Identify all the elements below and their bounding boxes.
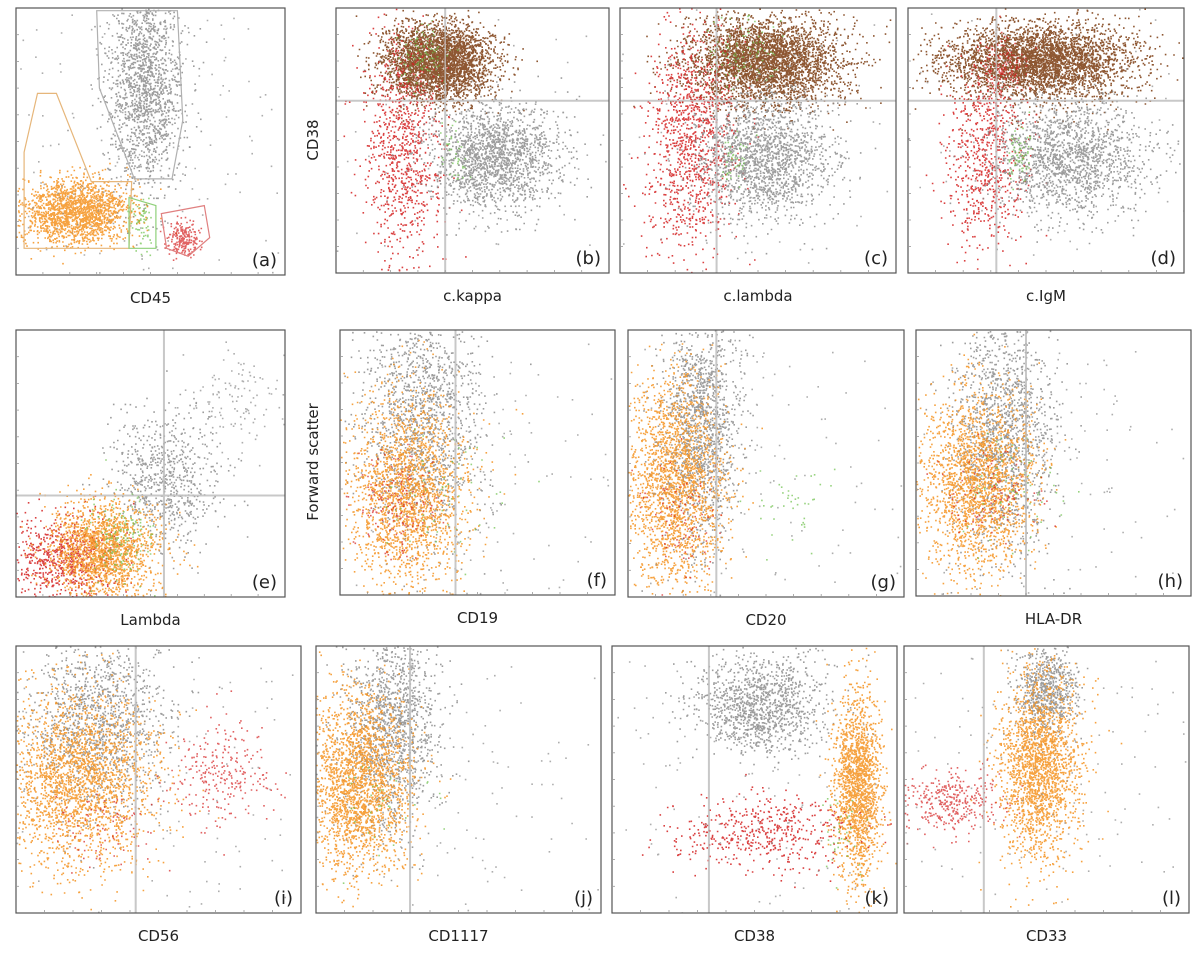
population-grey-0 <box>316 646 470 882</box>
gate-gate_red-3 <box>160 204 211 257</box>
population-grey-0 <box>1007 646 1089 760</box>
plot-area <box>16 646 294 913</box>
population-orange-1 <box>628 343 763 596</box>
plot-area <box>16 330 285 597</box>
population-grey-1 <box>82 370 249 592</box>
panel-letter: (k) <box>865 888 889 909</box>
x-axis-label: c.lambda <box>723 287 792 305</box>
population-grey-0 <box>344 331 532 593</box>
x-axis-label: CD56 <box>138 927 179 945</box>
x-axis-label: CD45 <box>130 289 171 307</box>
panel-e: (e) Lambda <box>15 329 286 629</box>
population-grey-2 <box>391 75 602 236</box>
plot-area <box>617 646 897 913</box>
panel-letter: (i) <box>274 888 293 909</box>
x-axis-label: CD1117 <box>428 927 488 945</box>
plot-area <box>628 330 903 597</box>
plot-area <box>336 8 609 273</box>
panel-d: (d) c.IgM <box>907 7 1185 305</box>
panel-k: (k) CD38 <box>611 645 898 945</box>
population-orange-1 <box>340 339 524 595</box>
plot-area <box>16 8 280 275</box>
panel-letter: (j) <box>574 888 593 909</box>
x-axis-label: CD19 <box>457 609 498 627</box>
panel-letter: (g) <box>871 572 896 593</box>
panel-c: (c) c.lambda <box>619 7 897 305</box>
panel-letter: (e) <box>252 572 277 593</box>
population-red-1 <box>343 8 467 272</box>
population-green-3 <box>389 20 459 95</box>
panel-a: (a) CD45 <box>15 7 286 307</box>
population-green-2 <box>127 197 152 257</box>
population-red-1 <box>925 15 1048 273</box>
x-axis-label: Lambda <box>120 611 180 629</box>
population-red-3 <box>971 31 1028 100</box>
population-orange-1 <box>16 652 220 911</box>
population-orange-1 <box>970 648 1123 908</box>
panel-i: (i) CD56 <box>15 645 302 945</box>
population-green-4 <box>1008 111 1033 191</box>
plot-area <box>916 330 1185 596</box>
panel-j: (j) CD1117 <box>315 645 602 945</box>
plot-area <box>908 8 1184 273</box>
population-brown-0 <box>355 9 538 126</box>
gate-gate_green-2 <box>128 196 157 249</box>
population-red-0 <box>16 495 136 597</box>
panel-letter: (d) <box>1151 248 1176 269</box>
population-orange-1 <box>316 651 452 908</box>
population-red-1 <box>623 8 760 273</box>
population-grey-2 <box>664 33 877 260</box>
population-orange-1 <box>16 162 178 265</box>
panel-background <box>316 646 601 913</box>
population-orange-1 <box>815 647 897 913</box>
population-grey-2 <box>949 68 1181 251</box>
panel-letter: (a) <box>252 250 277 271</box>
panel-letter: (f) <box>587 570 607 591</box>
plot-area <box>904 646 1187 913</box>
plot-area <box>620 8 896 273</box>
plot-area <box>340 330 613 595</box>
panel-h: (h) HLA-DR <box>915 329 1192 628</box>
plot-area <box>316 646 599 913</box>
population-red-2 <box>904 759 1023 849</box>
panel-background <box>340 330 615 595</box>
x-axis-label: c.kappa <box>443 287 502 305</box>
panel-letter: (c) <box>864 248 888 269</box>
panel-f: (f) CD19 <box>339 329 616 627</box>
gate-gate_orange-1 <box>23 92 133 249</box>
gate-gate_grey-0 <box>96 10 184 180</box>
panel-l: (l) CD33 <box>903 645 1190 945</box>
x-axis-label: c.IgM <box>1026 287 1066 305</box>
panel-letter: (b) <box>576 248 601 269</box>
population-grey-0 <box>665 646 875 769</box>
population-green-4 <box>722 130 758 188</box>
panel-background <box>916 330 1191 596</box>
x-axis-label: HLA-DR <box>1025 610 1082 628</box>
row2-y-axis-label: Forward scatter <box>304 402 322 520</box>
population-orange-2 <box>21 474 199 597</box>
population-brown-0 <box>633 8 892 131</box>
panel-letter: (h) <box>1158 571 1183 592</box>
x-axis-label: CD20 <box>745 611 786 629</box>
population-brown-0 <box>912 8 1184 131</box>
row1-y-axis-label: CD38 <box>304 119 322 160</box>
panel-g: (g) CD20 <box>627 329 905 629</box>
population-red-3 <box>926 433 1056 545</box>
population-green-3 <box>69 459 156 597</box>
panel-background <box>16 330 285 597</box>
panel-b: (b) c.kappa <box>335 7 610 305</box>
panel-letter: (l) <box>1162 888 1181 909</box>
x-axis-label: CD33 <box>1026 927 1067 945</box>
x-axis-label: CD38 <box>734 927 775 945</box>
population-grey-0 <box>67 8 208 260</box>
